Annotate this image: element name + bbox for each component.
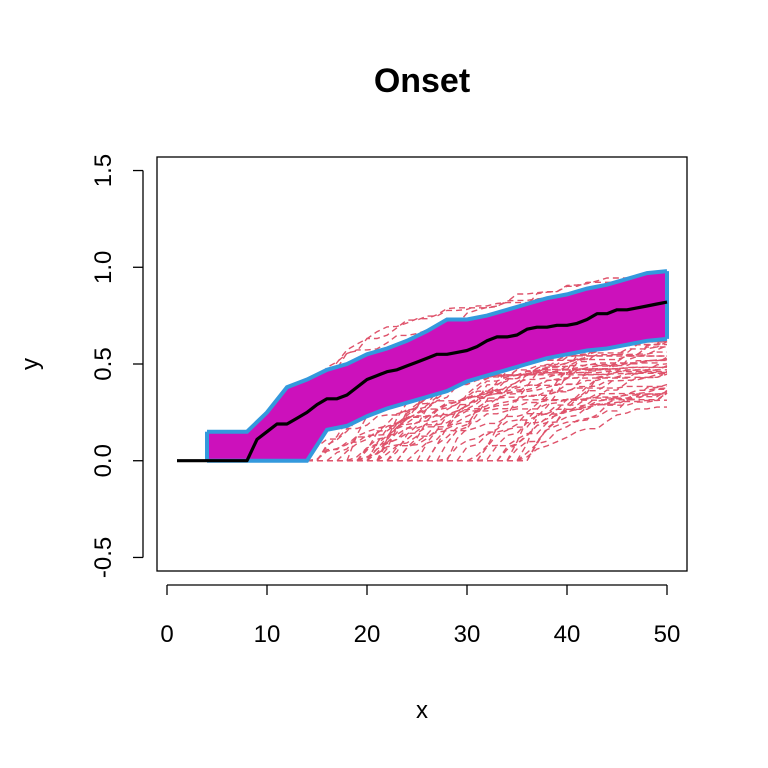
plot-area [177,269,669,463]
band-lower-border [207,336,668,463]
chart-title: Onset [374,62,470,100]
y-tick-label: 0.0 [90,444,117,477]
confidence-band [205,269,669,463]
band-fill [207,271,667,461]
y-tick-label: 1.5 [90,154,117,187]
band-upper-border [207,269,668,434]
mean-line [177,300,668,463]
x-tick-label: 20 [354,621,381,648]
y-tick-label: 1.0 [90,251,117,284]
y-tick-label: 0.5 [90,347,117,380]
y-axis: -0.5 0.0 0.5 1.0 1.5 [90,154,144,578]
plot-frame [156,156,688,572]
x-axis-label: x [416,697,428,724]
x-axis: 0 10 20 30 40 50 [160,584,681,648]
x-tick-label: 10 [254,621,281,648]
y-tick-label: -0.5 [90,537,117,578]
mean-series [177,300,668,463]
x-tick-label: 0 [160,621,173,648]
x-tick-label: 50 [654,621,681,648]
x-tick-label: 30 [454,621,481,648]
y-axis-label: y [17,358,44,370]
x-tick-label: 40 [554,621,581,648]
